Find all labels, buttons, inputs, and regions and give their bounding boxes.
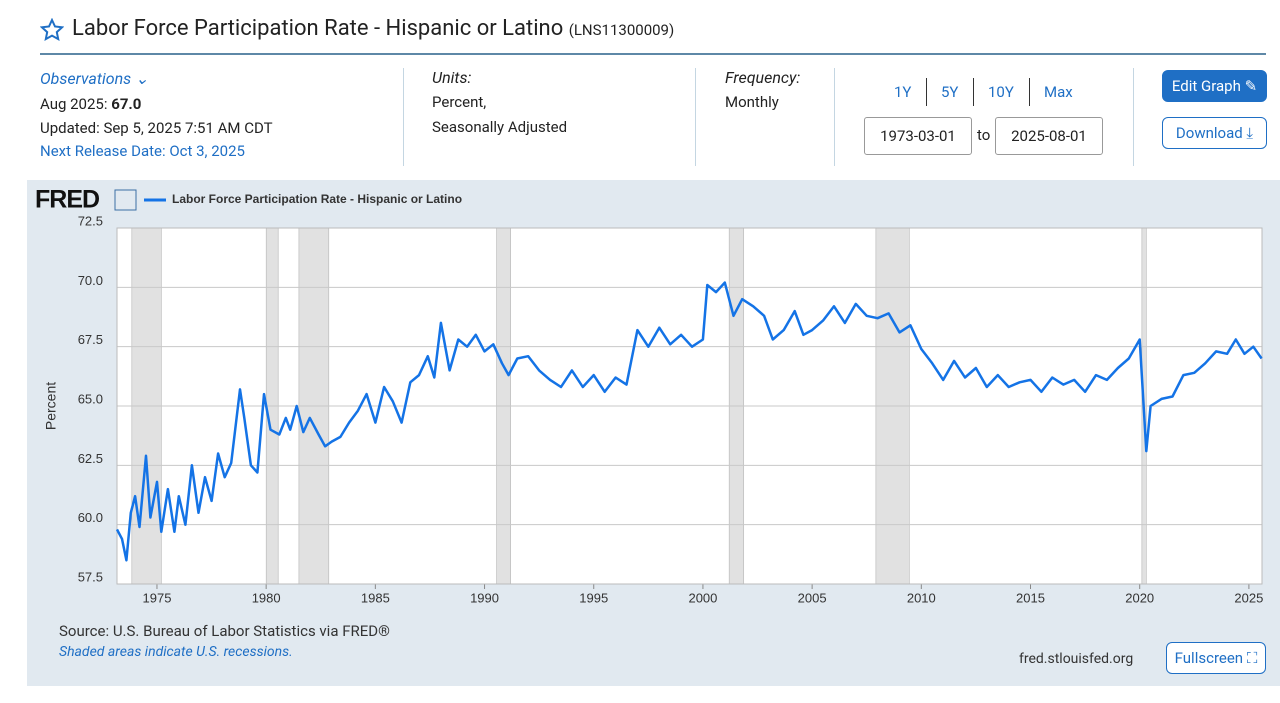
y-tick-label: 57.5 [78, 569, 103, 584]
separator [1133, 68, 1134, 166]
units-line: Seasonally Adjusted [432, 118, 568, 136]
next-release[interactable]: Next Release Date: Oct 3, 2025 [40, 142, 245, 160]
separator [1029, 78, 1030, 106]
title-text: Labor Force Participation Rate - Hispani… [72, 16, 564, 41]
fred-logo: FRED [35, 186, 99, 214]
range-button[interactable]: 1Y [894, 83, 912, 101]
legend-label: Labor Force Participation Rate - Hispani… [172, 192, 462, 206]
x-tick-label: 2010 [907, 590, 936, 605]
plot-border [116, 227, 1263, 585]
separator [403, 68, 404, 166]
page-title: Labor Force Participation Rate - Hispani… [72, 16, 674, 41]
range-to: to [977, 126, 991, 144]
fullscreen-button[interactable]: Fullscreen ⛶ [1166, 642, 1266, 674]
source: Source: U.S. Bureau of Labor Statistics … [59, 622, 390, 640]
observations-toggle[interactable]: Observations ⌄ [40, 69, 149, 88]
y-tick-label: 67.5 [78, 332, 103, 347]
y-tick-label: 72.5 [78, 213, 103, 228]
y-tick-label: 65.0 [78, 391, 103, 406]
edit-label: Edit Graph [1171, 77, 1241, 95]
x-tick-label: 1980 [252, 590, 281, 605]
favorite-star[interactable] [40, 18, 64, 42]
separator [926, 78, 927, 106]
x-tick-label: 2015 [1016, 590, 1045, 605]
chart: FRED Percent 57.5 60.0 62.5 65.0 67.5 70.0 72.… [35, 186, 1263, 606]
x-tick-label: 2025 [1234, 590, 1263, 605]
end-date[interactable]: 2025-08-01 [995, 117, 1103, 155]
x-tick-label: 1995 [579, 590, 608, 605]
fullscreen-label: Fullscreen [1174, 649, 1244, 667]
x-tick-label: 2020 [1125, 590, 1154, 605]
frequency-label: Frequency: [725, 68, 801, 87]
x-tick-label: 1990 [470, 590, 499, 605]
download-label: Download [1175, 124, 1243, 142]
updated: Updated: Sep 5, 2025 7:51 AM CDT [40, 119, 273, 137]
y-tick-label: 62.5 [78, 451, 103, 466]
header-rule [40, 53, 1266, 55]
x-tick-label: 1975 [143, 590, 172, 605]
x-tick-label: 2000 [688, 590, 717, 605]
x-tick-label: 1985 [361, 590, 390, 605]
range-button[interactable]: 5Y [941, 83, 959, 101]
latest-value: 67.0 [111, 95, 142, 113]
frequency-value: Monthly [725, 93, 779, 111]
series-id: (LNS11300009) [568, 21, 675, 39]
separator [973, 78, 974, 106]
download-button[interactable]: Download ⤓ [1162, 117, 1267, 149]
site-url[interactable]: fred.stlouisfed.org [1019, 651, 1134, 667]
latest-date: Aug 2025: [40, 95, 108, 113]
y-tick-label: 70.0 [78, 273, 103, 288]
recession-note: Shaded areas indicate U.S. recessions. [59, 644, 293, 660]
separator [834, 68, 835, 166]
units-label: Units: [432, 68, 472, 87]
range-button[interactable]: Max [1044, 83, 1073, 101]
units-line: Percent, [432, 93, 487, 111]
separator [695, 68, 696, 166]
start-date[interactable]: 1973-03-01 [864, 117, 972, 155]
graph-icon [114, 189, 137, 211]
observations-label: Observations [40, 69, 132, 88]
edit-graph-button[interactable]: Edit Graph ✎ [1162, 70, 1267, 102]
x-tick-label: 2005 [798, 590, 827, 605]
data-line [115, 281, 1263, 562]
range-button[interactable]: 10Y [988, 83, 1014, 101]
y-axis-label: Percent [43, 382, 59, 430]
y-tick-label: 60.0 [78, 510, 103, 525]
latest-observation: Aug 2025: 67.0 [40, 95, 141, 113]
